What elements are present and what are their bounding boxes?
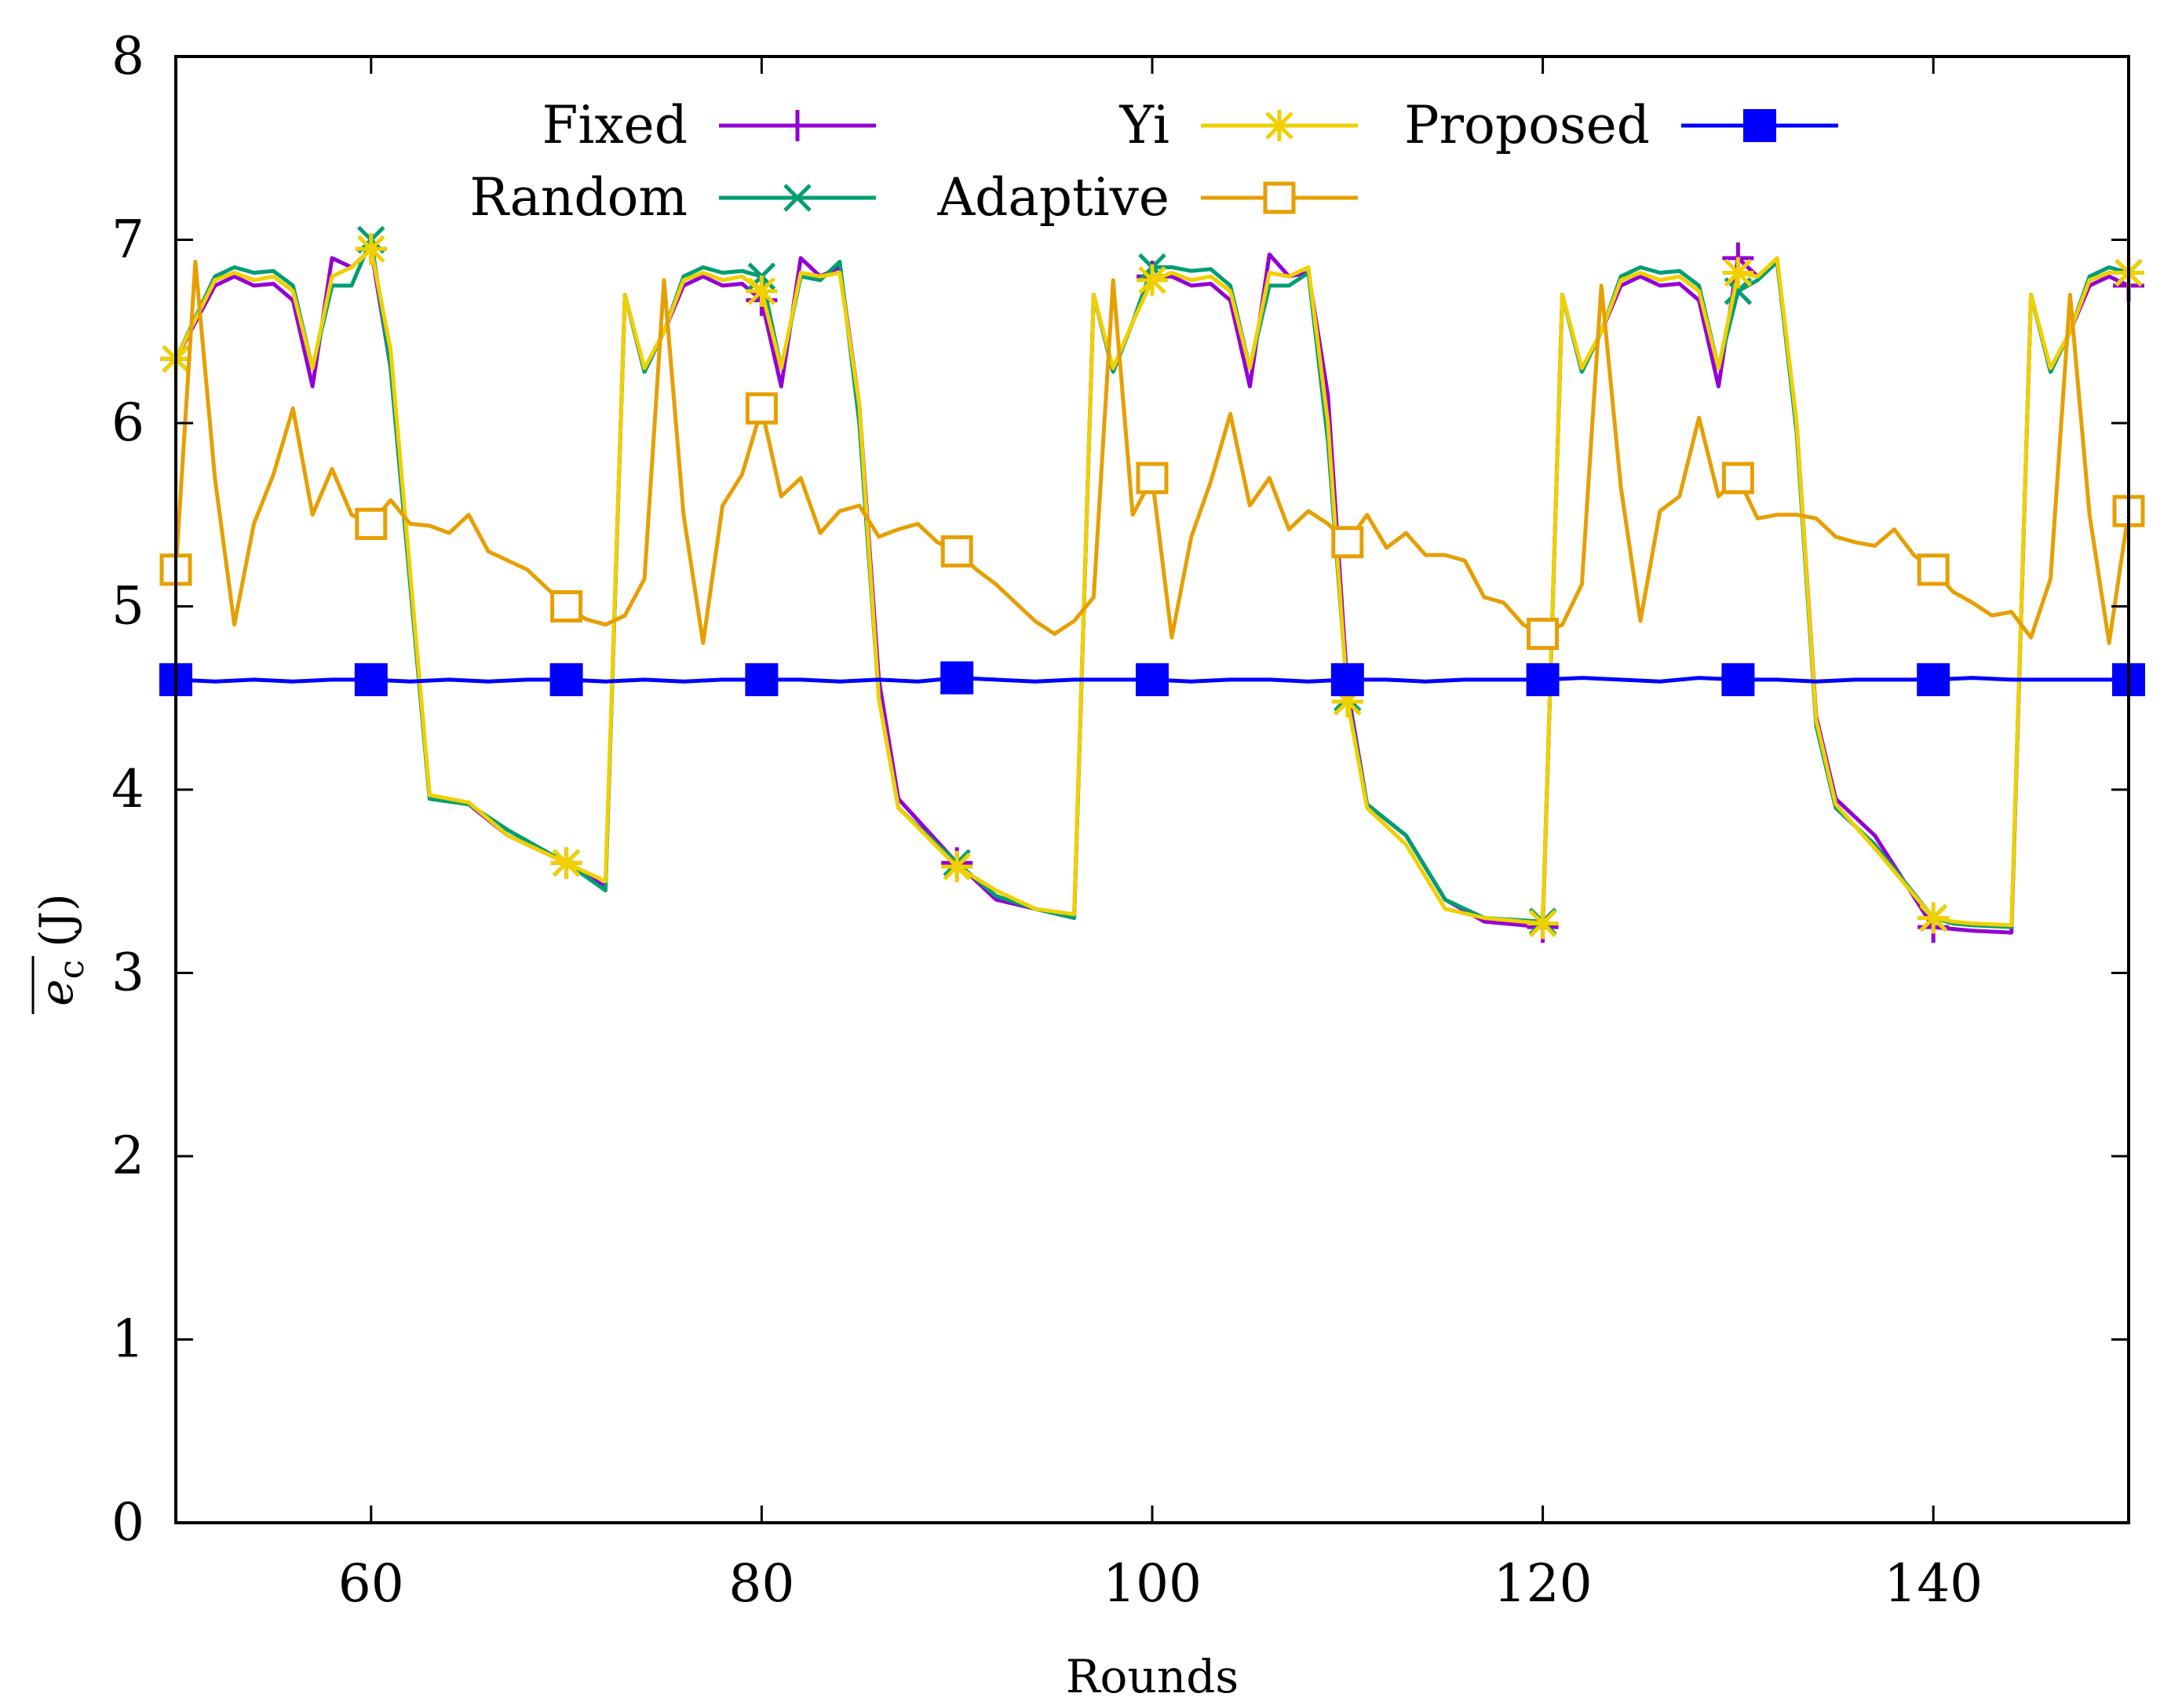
data-point-marker bbox=[354, 662, 388, 696]
legend-label: Proposed bbox=[1404, 95, 1650, 155]
y-axis-label-sub: c bbox=[52, 960, 92, 980]
x-tick-label: 120 bbox=[1494, 1553, 1593, 1614]
data-point-marker bbox=[355, 507, 388, 540]
x-tick-label: 140 bbox=[1884, 1553, 1983, 1614]
x-tick-label: 60 bbox=[338, 1553, 404, 1614]
data-point-marker bbox=[745, 392, 778, 425]
y-tick-label: 3 bbox=[111, 943, 144, 1003]
y-tick-label: 8 bbox=[111, 26, 144, 86]
svg-text:ec(J): ec (J) bbox=[30, 893, 92, 1006]
legend-entry-adaptive: Adaptive bbox=[937, 167, 1358, 228]
data-point-marker bbox=[355, 233, 387, 265]
data-point-marker bbox=[1917, 902, 1950, 934]
data-point-marker bbox=[1331, 526, 1364, 559]
data-point-marker bbox=[941, 851, 973, 883]
legend: Fixed Random Yi Adaptive Proposed bbox=[469, 95, 1838, 228]
y-tick-label: 0 bbox=[111, 1492, 144, 1553]
data-point-marker bbox=[1527, 907, 1559, 940]
y-axis-label-main: e bbox=[30, 979, 83, 1005]
y-tick-label: 6 bbox=[111, 392, 144, 453]
data-point-marker bbox=[745, 662, 779, 696]
data-point-marker bbox=[1721, 462, 1754, 495]
data-point-marker bbox=[1527, 618, 1560, 651]
y-tick-label: 1 bbox=[111, 1309, 144, 1370]
data-point-marker bbox=[1136, 462, 1169, 495]
data-point-marker bbox=[550, 590, 583, 622]
data-point-marker bbox=[783, 184, 812, 212]
y-axis-label-unit: (J) bbox=[30, 893, 83, 947]
data-point-marker bbox=[1721, 662, 1755, 696]
data-point-marker bbox=[1136, 662, 1169, 696]
legend-entry-random: Random bbox=[469, 167, 876, 228]
data-point-marker bbox=[940, 661, 974, 695]
series-line-yi bbox=[173, 246, 2129, 928]
x-tick-label: 100 bbox=[1103, 1553, 1202, 1614]
y-tick-label: 7 bbox=[111, 210, 144, 270]
y-tick-label: 4 bbox=[111, 759, 144, 819]
data-point-marker bbox=[1263, 181, 1296, 214]
data-point-marker bbox=[1917, 662, 1950, 696]
data-point-marker bbox=[1526, 662, 1560, 696]
data-point-marker bbox=[746, 275, 778, 307]
legend-entry-yi: Yi bbox=[1118, 95, 1358, 155]
legend-label: Yi bbox=[1118, 95, 1169, 155]
data-point-marker bbox=[1917, 553, 1950, 586]
data-point-marker bbox=[782, 110, 813, 141]
legend-entry-fixed: Fixed bbox=[542, 95, 876, 155]
legend-label: Adaptive bbox=[937, 167, 1170, 228]
legend-label: Random bbox=[469, 167, 688, 228]
x-axis-label: Rounds bbox=[1066, 1650, 1239, 1703]
data-point-marker bbox=[549, 662, 583, 696]
legend-entry-proposed: Proposed bbox=[1404, 95, 1838, 155]
x-tick-label: 80 bbox=[728, 1553, 794, 1614]
data-point-marker bbox=[1743, 109, 1776, 142]
legend-label: Fixed bbox=[542, 95, 688, 155]
data-point-marker bbox=[1330, 662, 1364, 696]
data-point-marker bbox=[940, 535, 973, 568]
data-point-marker bbox=[1722, 257, 1754, 289]
data-point-marker bbox=[1264, 110, 1295, 141]
y-axis-label: ec (J) bbox=[30, 893, 92, 1014]
y-tick-label: 2 bbox=[111, 1126, 144, 1186]
ticks-layer: 0 1 2 3 4 5 6 7 8 60 80 100 120 140 bbox=[111, 26, 2129, 1614]
y-tick-label: 5 bbox=[111, 576, 144, 637]
data-point-marker bbox=[550, 847, 582, 879]
data-point-marker bbox=[1137, 264, 1168, 296]
series-adaptive bbox=[159, 260, 2145, 651]
